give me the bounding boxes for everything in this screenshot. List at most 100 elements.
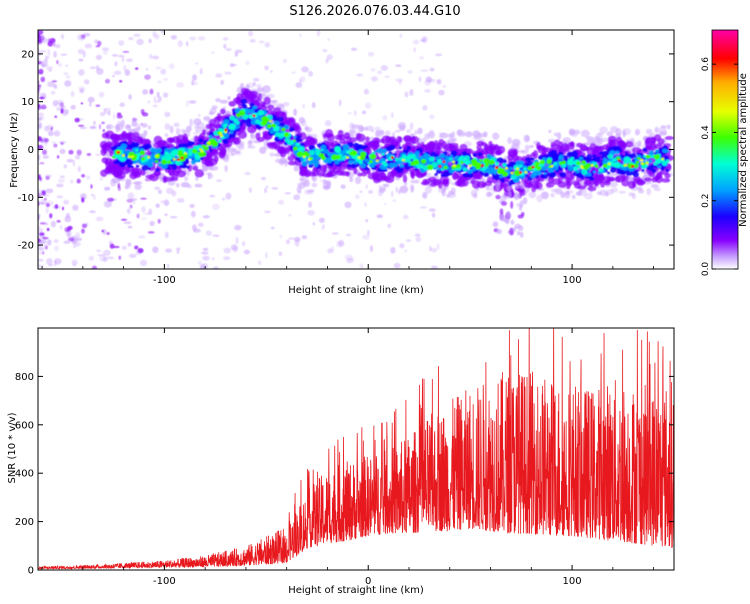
heatmap-blob (501, 201, 507, 206)
heatmap-blob (420, 142, 424, 149)
y-tick-label: 200 (15, 517, 34, 528)
heatmap-blob (368, 52, 374, 57)
heatmap-blob (209, 135, 213, 138)
heatmap-blob (636, 161, 639, 164)
heatmap-blob (203, 215, 210, 218)
heatmap-blob (644, 177, 653, 181)
heatmap-blob (129, 163, 132, 166)
heatmap-blob (389, 136, 396, 141)
heatmap-blob (598, 132, 605, 135)
heatmap-blob (354, 110, 356, 116)
heatmap-blob (278, 133, 284, 138)
heatmap-blob (124, 221, 132, 224)
heatmap-blob (89, 210, 96, 213)
heatmap-blob (253, 82, 256, 86)
heatmap-blob (134, 246, 138, 250)
heatmap-blob (608, 140, 614, 146)
heatmap-blob (38, 247, 43, 251)
heatmap-blob (534, 161, 540, 166)
heatmap-blob (510, 220, 514, 225)
heatmap-blob (207, 142, 210, 145)
heatmap-blob (377, 177, 382, 182)
heatmap-blob (93, 121, 96, 125)
heatmap-blob (453, 164, 456, 167)
heatmap-blob (78, 125, 84, 127)
heatmap-blob (365, 102, 372, 108)
heatmap-blob (46, 258, 53, 265)
y-tick-label: 0 (28, 145, 34, 156)
heatmap-blob (180, 129, 185, 133)
heatmap-blob (521, 212, 525, 216)
heatmap-blob (303, 104, 305, 108)
heatmap-blob (166, 188, 174, 194)
heatmap-blob (209, 119, 216, 127)
heatmap-blob (581, 130, 590, 138)
heatmap-blob (632, 193, 636, 199)
heatmap-blob (607, 172, 610, 175)
heatmap-blob (610, 151, 614, 155)
heatmap-blob (42, 251, 44, 255)
heatmap-blob (130, 205, 133, 209)
heatmap-blob (543, 155, 546, 158)
heatmap-blob (200, 68, 203, 74)
heatmap-blob (152, 246, 158, 253)
heatmap-blob (168, 156, 172, 159)
heatmap-blob (291, 71, 296, 73)
heatmap-blob (203, 146, 208, 151)
heatmap-blob (103, 256, 108, 262)
heatmap-blob (152, 56, 159, 60)
heatmap-blob (610, 168, 616, 173)
heatmap-blob (375, 139, 379, 144)
snr-y-label: SNR (10 * v/v) (7, 412, 18, 483)
heatmap-blob (502, 163, 507, 167)
heatmap-blob (255, 119, 260, 123)
heatmap-blob (188, 152, 193, 156)
heatmap-blob (657, 165, 661, 168)
heatmap-blob (500, 183, 507, 188)
heatmap-blob (100, 148, 106, 156)
heatmap-blob (429, 208, 436, 211)
heatmap-blob (643, 155, 646, 158)
heatmap-blob (64, 227, 68, 232)
heatmap-blob (198, 114, 201, 117)
heatmap-blob (178, 150, 184, 155)
heatmap-blob (38, 69, 43, 75)
heatmap-blob (399, 146, 402, 149)
heatmap-blob (77, 150, 82, 156)
heatmap-blob (633, 164, 638, 169)
heatmap-blob (265, 252, 267, 258)
heatmap-blob (594, 182, 599, 187)
heatmap-blob (493, 175, 497, 179)
heatmap-blob (392, 199, 396, 202)
heatmap-blob (58, 179, 65, 183)
heatmap-blob (120, 102, 125, 106)
heatmap-blob (588, 186, 597, 191)
heatmap-blob (531, 166, 534, 169)
heatmap-blob (463, 160, 466, 163)
heatmap-blob (525, 145, 530, 151)
heatmap-blob (410, 185, 414, 193)
heatmap-blob (348, 160, 353, 164)
heatmap-blob (255, 133, 260, 140)
heatmap-blob (235, 52, 239, 57)
heatmap-blob (519, 205, 522, 211)
heatmap-blob (138, 235, 145, 238)
heatmap-blob (338, 240, 344, 247)
heatmap-blob (96, 68, 103, 75)
heatmap-blob (53, 100, 59, 106)
heatmap-blob (327, 152, 331, 155)
heatmap-blob (427, 131, 435, 139)
heatmap-blob (142, 165, 149, 171)
heatmap-blob (420, 39, 426, 41)
heatmap-blob (141, 109, 145, 114)
heatmap-blob (352, 124, 360, 129)
heatmap-blob (241, 99, 248, 105)
heatmap-blob (289, 127, 295, 132)
heatmap-blob (90, 67, 96, 69)
heatmap-blob (371, 129, 374, 132)
heatmap-blob (463, 168, 467, 171)
heatmap-blob (68, 238, 75, 242)
heatmap-blob (155, 67, 161, 70)
heatmap-blob (161, 159, 167, 164)
heatmap-blob (288, 237, 294, 239)
